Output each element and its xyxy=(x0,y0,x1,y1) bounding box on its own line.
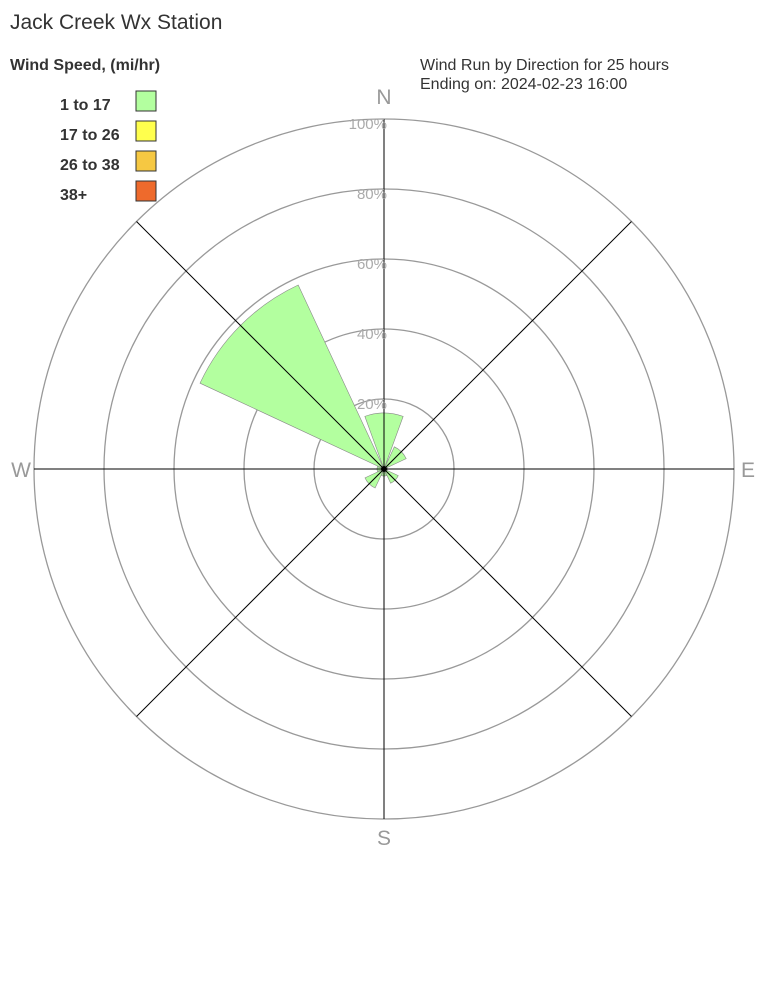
legend-swatch xyxy=(135,90,157,112)
radial-tick-label: 20% xyxy=(357,396,387,413)
subtitle-line-1: Wind Run by Direction for 25 hours xyxy=(420,57,669,74)
legend-swatch xyxy=(135,150,157,172)
compass-w: W xyxy=(11,459,31,482)
legend-label: 38+ xyxy=(60,187,87,204)
chart-title: Jack Creek Wx Station xyxy=(10,11,222,34)
legend-label: 26 to 38 xyxy=(60,157,120,174)
radial-tick-labels: 20% 40% 60% 80% 100% xyxy=(349,116,387,413)
axes xyxy=(34,119,734,819)
radial-tick-label: 40% xyxy=(357,326,387,343)
radial-tick-label: 80% xyxy=(357,186,387,203)
legend: 1 to 17 17 to 26 26 to 38 38+ xyxy=(60,90,157,204)
compass-s: S xyxy=(377,827,391,850)
radial-tick-label: 60% xyxy=(357,256,387,273)
legend-swatch xyxy=(135,120,157,142)
legend-label: 17 to 26 xyxy=(60,127,120,144)
center-dot xyxy=(381,466,387,472)
legend-swatch xyxy=(135,180,157,202)
legend-label: 1 to 17 xyxy=(60,97,111,114)
radial-tick-label: 100% xyxy=(349,116,387,133)
compass-e: E xyxy=(741,459,755,482)
legend-title: Wind Speed, (mi/hr) xyxy=(10,57,160,74)
subtitle-line-2: Ending on: 2024-02-23 16:00 xyxy=(420,76,627,93)
compass-n: N xyxy=(376,86,391,109)
